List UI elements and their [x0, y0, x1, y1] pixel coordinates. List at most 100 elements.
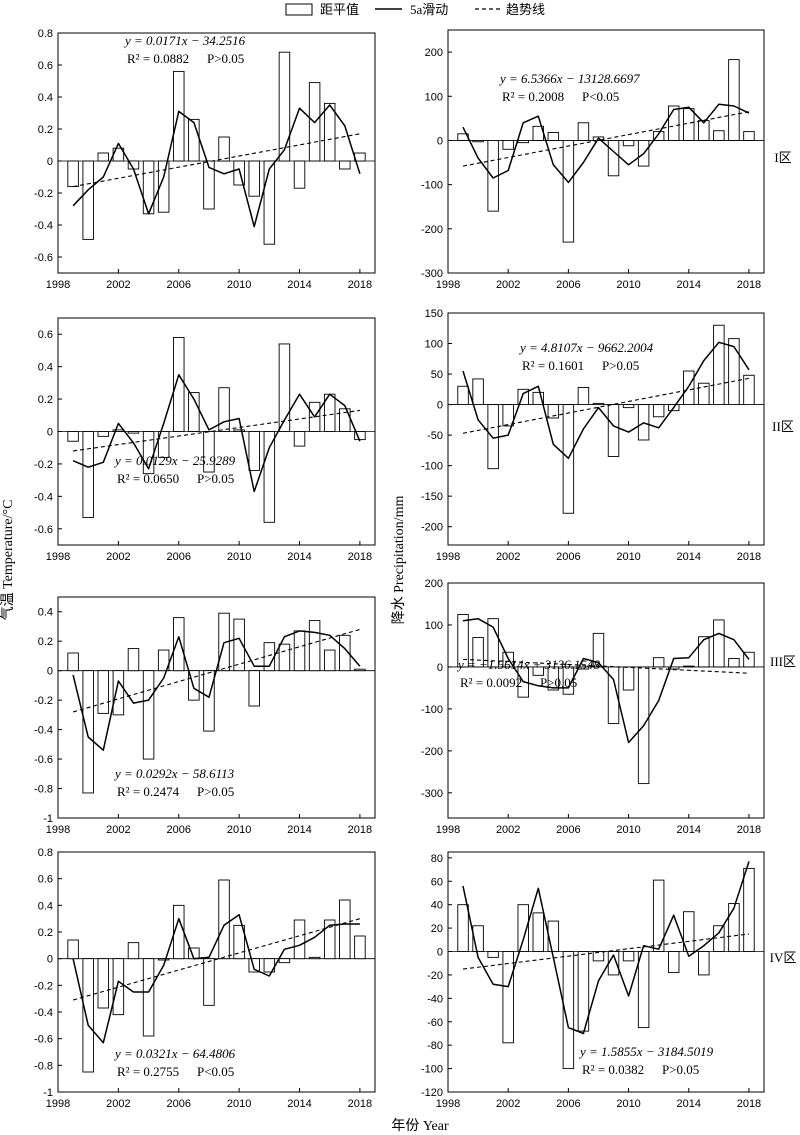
- anomaly-bar: [308, 956, 321, 960]
- anomaly-bar: [218, 879, 230, 960]
- x-tick-label: 1998: [436, 824, 460, 836]
- anomaly-bar: [728, 338, 740, 406]
- x-tick-label: 2018: [737, 551, 761, 563]
- x-tick-label: 2018: [348, 1098, 372, 1110]
- anomaly-bar: [248, 958, 260, 973]
- x-tick-label: 2014: [677, 824, 701, 836]
- regression-equation: y = 1.5855x − 3184.5019: [578, 1044, 714, 1059]
- anomaly-bar: [203, 670, 215, 732]
- region-label-4: IV区: [770, 950, 797, 965]
- y-tick-label: -0.8: [34, 1060, 53, 1072]
- x-tick-label: 2014: [287, 551, 311, 563]
- x-tick-label: 2010: [227, 1098, 251, 1110]
- anomaly-bar: [743, 131, 755, 141]
- y-tick-label: 0: [437, 400, 443, 412]
- anomaly-bar: [652, 879, 665, 952]
- anomaly-bar: [354, 935, 366, 960]
- anomaly-bar: [547, 920, 560, 952]
- anomaly-bar: [233, 429, 245, 432]
- y-tick-label: -100: [421, 180, 443, 192]
- anomaly-bar: [67, 939, 79, 960]
- anomaly-bar: [339, 408, 351, 432]
- trend-line: [73, 409, 360, 452]
- y-axis-label-left: 气温 Temperature/°C: [0, 500, 16, 621]
- p-value-label: P>0.05: [602, 358, 639, 373]
- regression-equation: y = 0.0292x − 58.6113: [113, 766, 235, 781]
- moving-average-line: [72, 630, 361, 751]
- anomaly-bar: [263, 160, 276, 245]
- anomaly-bar: [502, 404, 514, 427]
- plot-frame: [447, 582, 765, 819]
- x-tick-label: 2002: [106, 1098, 130, 1110]
- anomaly-bar: [112, 670, 125, 716]
- y-tick-label: -0.2: [34, 980, 53, 992]
- r-squared-label: R² = 0.2755: [117, 1064, 179, 1079]
- anomaly-bar: [592, 951, 605, 962]
- y-tick-label: 0: [47, 666, 53, 678]
- x-tick-label: 2010: [616, 279, 640, 291]
- x-tick-label: 2018: [348, 551, 372, 563]
- anomaly-bar: [263, 431, 276, 523]
- anomaly-bar: [502, 951, 514, 1044]
- moving-average-line: [462, 617, 750, 744]
- anomaly-bar: [188, 118, 200, 162]
- anomaly-bar: [698, 120, 710, 141]
- r-squared-label: R² = 0.1601: [522, 358, 584, 373]
- anomaly-bar: [233, 618, 245, 672]
- chart-panel-3: -0.6 -0.4 -0.2 0 0.2 0.4 0.6 1998 2002 2006 2010 20…: [34, 317, 376, 563]
- anomaly-bar: [82, 160, 94, 240]
- chart-panel-4: -200 -150 -100 -50 0 50 100 150 1998 2002 2006 2010…: [421, 308, 765, 563]
- y-tick-label: -200: [421, 746, 443, 758]
- p-value-label: P<0.05: [582, 89, 619, 104]
- x-tick-label: 1998: [436, 551, 460, 563]
- anomaly-bar: [667, 105, 680, 141]
- legend-bar-label: 距平值: [320, 2, 359, 17]
- plot-frame: [447, 29, 765, 274]
- x-tick-label: 2014: [677, 551, 701, 563]
- anomaly-bar: [607, 140, 620, 177]
- plot-frame: [447, 851, 765, 1093]
- p-value-label: P>0.05: [197, 784, 234, 799]
- anomaly-bar: [743, 867, 755, 952]
- x-tick-label: 2006: [556, 551, 580, 563]
- anomaly-bar: [67, 652, 79, 672]
- anomaly-bar: [127, 648, 140, 672]
- anomaly-bar: [323, 102, 336, 162]
- anomaly-bar: [97, 431, 110, 437]
- x-tick-label: 2010: [616, 551, 640, 563]
- p-value-label: P<0.05: [197, 1064, 234, 1079]
- y-tick-label: 0: [437, 662, 443, 674]
- p-value-label: P>0.05: [197, 471, 234, 486]
- r-squared-label: R² = 0.0882: [127, 51, 189, 66]
- y-tick-label: -60: [427, 1017, 443, 1029]
- y-tick-label: -1: [43, 1087, 53, 1099]
- region-label-3: III区: [770, 654, 796, 669]
- anomaly-bar: [293, 431, 306, 447]
- anomaly-bar: [743, 374, 755, 406]
- anomaly-bar: [622, 404, 635, 409]
- x-tick-label: 1998: [46, 1098, 70, 1110]
- x-tick-label: 2010: [616, 824, 640, 836]
- chart-panel-5: -1 -0.8 -0.6 -0.4 -0.2 0 0.2 0.4 1998 2002 2006 201…: [34, 596, 376, 836]
- anomaly-bar: [293, 160, 306, 189]
- anomaly-bar: [188, 392, 200, 432]
- y-tick-label: -0.4: [34, 1007, 53, 1019]
- anomaly-bar: [532, 912, 545, 952]
- x-tick-label: 2018: [737, 279, 761, 291]
- anomaly-bar: [218, 136, 230, 162]
- anomaly-bar: [517, 904, 529, 952]
- anomaly-bar: [248, 160, 260, 197]
- y-tick-label: -50: [427, 430, 443, 442]
- trend-line: [463, 658, 749, 674]
- x-tick-label: 1998: [436, 279, 460, 291]
- anomaly-bar: [82, 958, 94, 1073]
- moving-average-line: [462, 341, 750, 460]
- y-tick-label: 0.8: [38, 847, 53, 859]
- anomaly-bar: [728, 658, 740, 668]
- anomaly-bar: [683, 911, 695, 952]
- anomaly-bar: [683, 665, 695, 668]
- y-tick-label: 0.6: [38, 60, 53, 72]
- anomaly-bar: [203, 958, 215, 1006]
- y-axis-label-right: 降水 Precipitation/mm: [391, 496, 407, 625]
